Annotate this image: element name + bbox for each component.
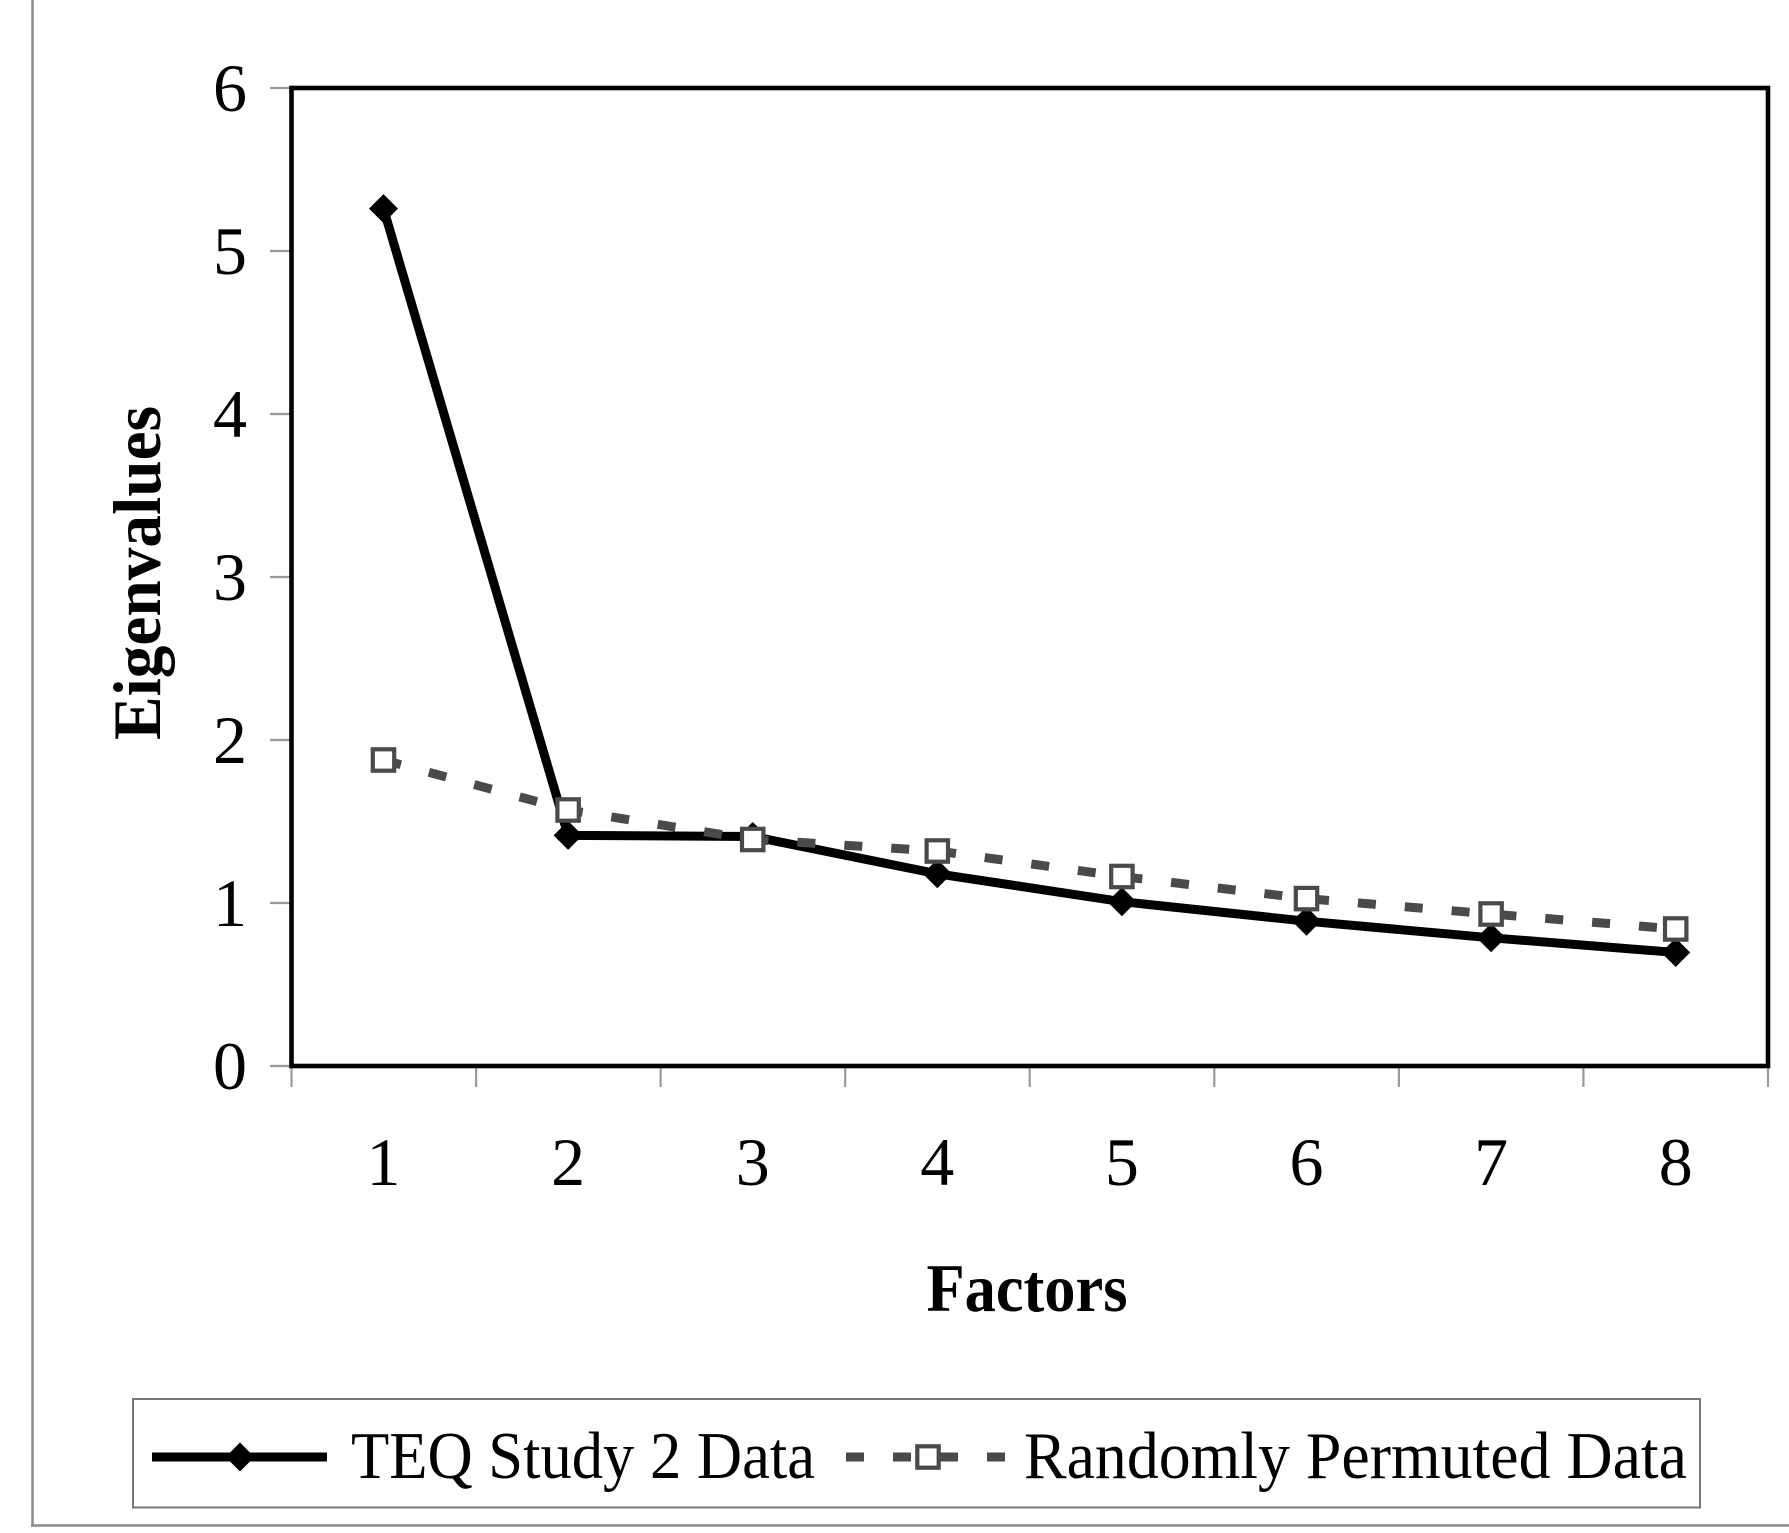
svg-text:7: 7 <box>1474 1124 1508 1200</box>
svg-text:4: 4 <box>920 1124 954 1200</box>
svg-text:6: 6 <box>213 50 247 126</box>
svg-text:Randomly Permuted Data: Randomly Permuted Data <box>1024 1419 1687 1493</box>
svg-text:5: 5 <box>1105 1124 1139 1200</box>
svg-text:1: 1 <box>213 865 247 941</box>
svg-text:8: 8 <box>1659 1124 1693 1200</box>
svg-text:TEQ Study 2 Data: TEQ Study 2 Data <box>351 1419 815 1493</box>
svg-text:5: 5 <box>213 213 247 289</box>
svg-text:3: 3 <box>736 1124 770 1200</box>
svg-text:3: 3 <box>213 539 247 615</box>
svg-text:2: 2 <box>213 702 247 778</box>
svg-text:2: 2 <box>551 1124 585 1200</box>
svg-text:Factors: Factors <box>927 1250 1128 1326</box>
svg-text:6: 6 <box>1290 1124 1324 1200</box>
svg-text:4: 4 <box>213 376 247 452</box>
svg-text:Eigenvalues: Eigenvalues <box>99 406 175 740</box>
svg-text:0: 0 <box>213 1028 247 1104</box>
svg-text:1: 1 <box>367 1124 401 1200</box>
